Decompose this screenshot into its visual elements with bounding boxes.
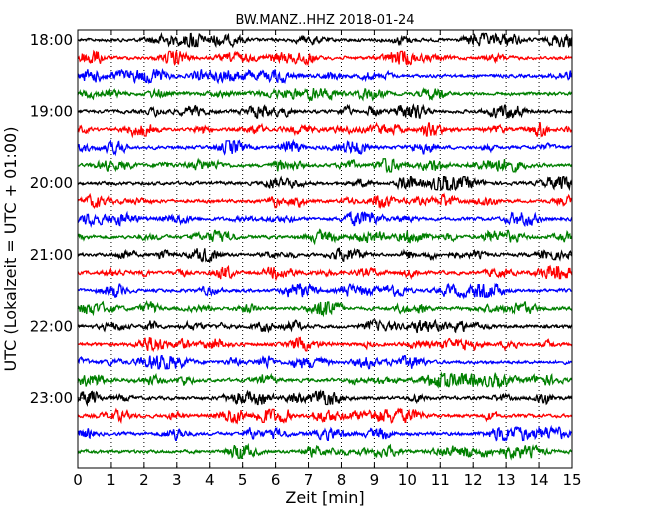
y-tick-label: 19:00: [30, 103, 73, 121]
y-axis-label: UTC (Lokalzeit = UTC + 01:00): [1, 127, 20, 372]
chart-title: BW.MANZ..HHZ 2018-01-24: [235, 13, 414, 28]
plot-frame: [77, 29, 573, 469]
x-axis: 0 1 2 3 4 5 6 7 8 9 10 11 12 13 14 15: [73, 30, 582, 489]
trace-line: [77, 103, 573, 119]
trace-line: [77, 318, 573, 334]
trace-line: [77, 299, 573, 318]
trace-line: [78, 336, 573, 353]
trace-line: [77, 210, 573, 228]
y-tick-label: 20:00: [30, 174, 73, 192]
trace-line: [77, 282, 573, 300]
plot-area: [78, 30, 572, 468]
trace-line: [77, 228, 573, 246]
x-tick-label: 1: [106, 471, 116, 489]
trace-line: [77, 157, 573, 174]
trace-line: [77, 67, 573, 85]
trace-line: [77, 247, 573, 263]
y-tick-label: 21:00: [30, 246, 73, 264]
trace-line: [77, 407, 573, 425]
trace-line: [77, 138, 573, 157]
x-axis-label: Zeit [min]: [285, 488, 364, 507]
trace-line: [77, 424, 573, 442]
x-tick-label: 14: [530, 471, 549, 489]
x-tick-label: 5: [238, 471, 248, 489]
trace-group: [77, 31, 573, 461]
trace-line: [77, 389, 573, 408]
trace-line: [77, 121, 573, 139]
trace-line: [77, 31, 573, 49]
x-tick-label: 13: [497, 471, 516, 489]
x-tick-label: 2: [139, 471, 149, 489]
y-tick-label: 18:00: [30, 31, 73, 49]
x-tick-label: 15: [562, 471, 581, 489]
x-tick-label: 10: [398, 471, 417, 489]
x-tick-label: 7: [304, 471, 314, 489]
x-tick-label: 3: [172, 471, 182, 489]
x-tick-label: 6: [271, 471, 281, 489]
x-tick-label: 11: [431, 471, 450, 489]
trace-line: [77, 87, 573, 102]
trace-line: [77, 192, 573, 210]
trace-line: [77, 49, 573, 67]
trace-line: [77, 264, 573, 282]
y-tick-label: 23:00: [30, 389, 73, 407]
x-tick-label: 9: [370, 471, 380, 489]
trace-line: [77, 175, 573, 192]
x-tick-label: 8: [337, 471, 347, 489]
x-tick-label: 12: [464, 471, 483, 489]
y-tick-label: 22:00: [30, 317, 73, 335]
x-tick-label: 4: [205, 471, 215, 489]
x-tick-label: 0: [73, 471, 83, 489]
trace-line: [77, 371, 573, 389]
trace-line: [77, 442, 573, 461]
y-axis: 18:00 19:00 20:00 21:00 22:00 23:00: [30, 31, 572, 407]
trace-line: [77, 355, 573, 370]
